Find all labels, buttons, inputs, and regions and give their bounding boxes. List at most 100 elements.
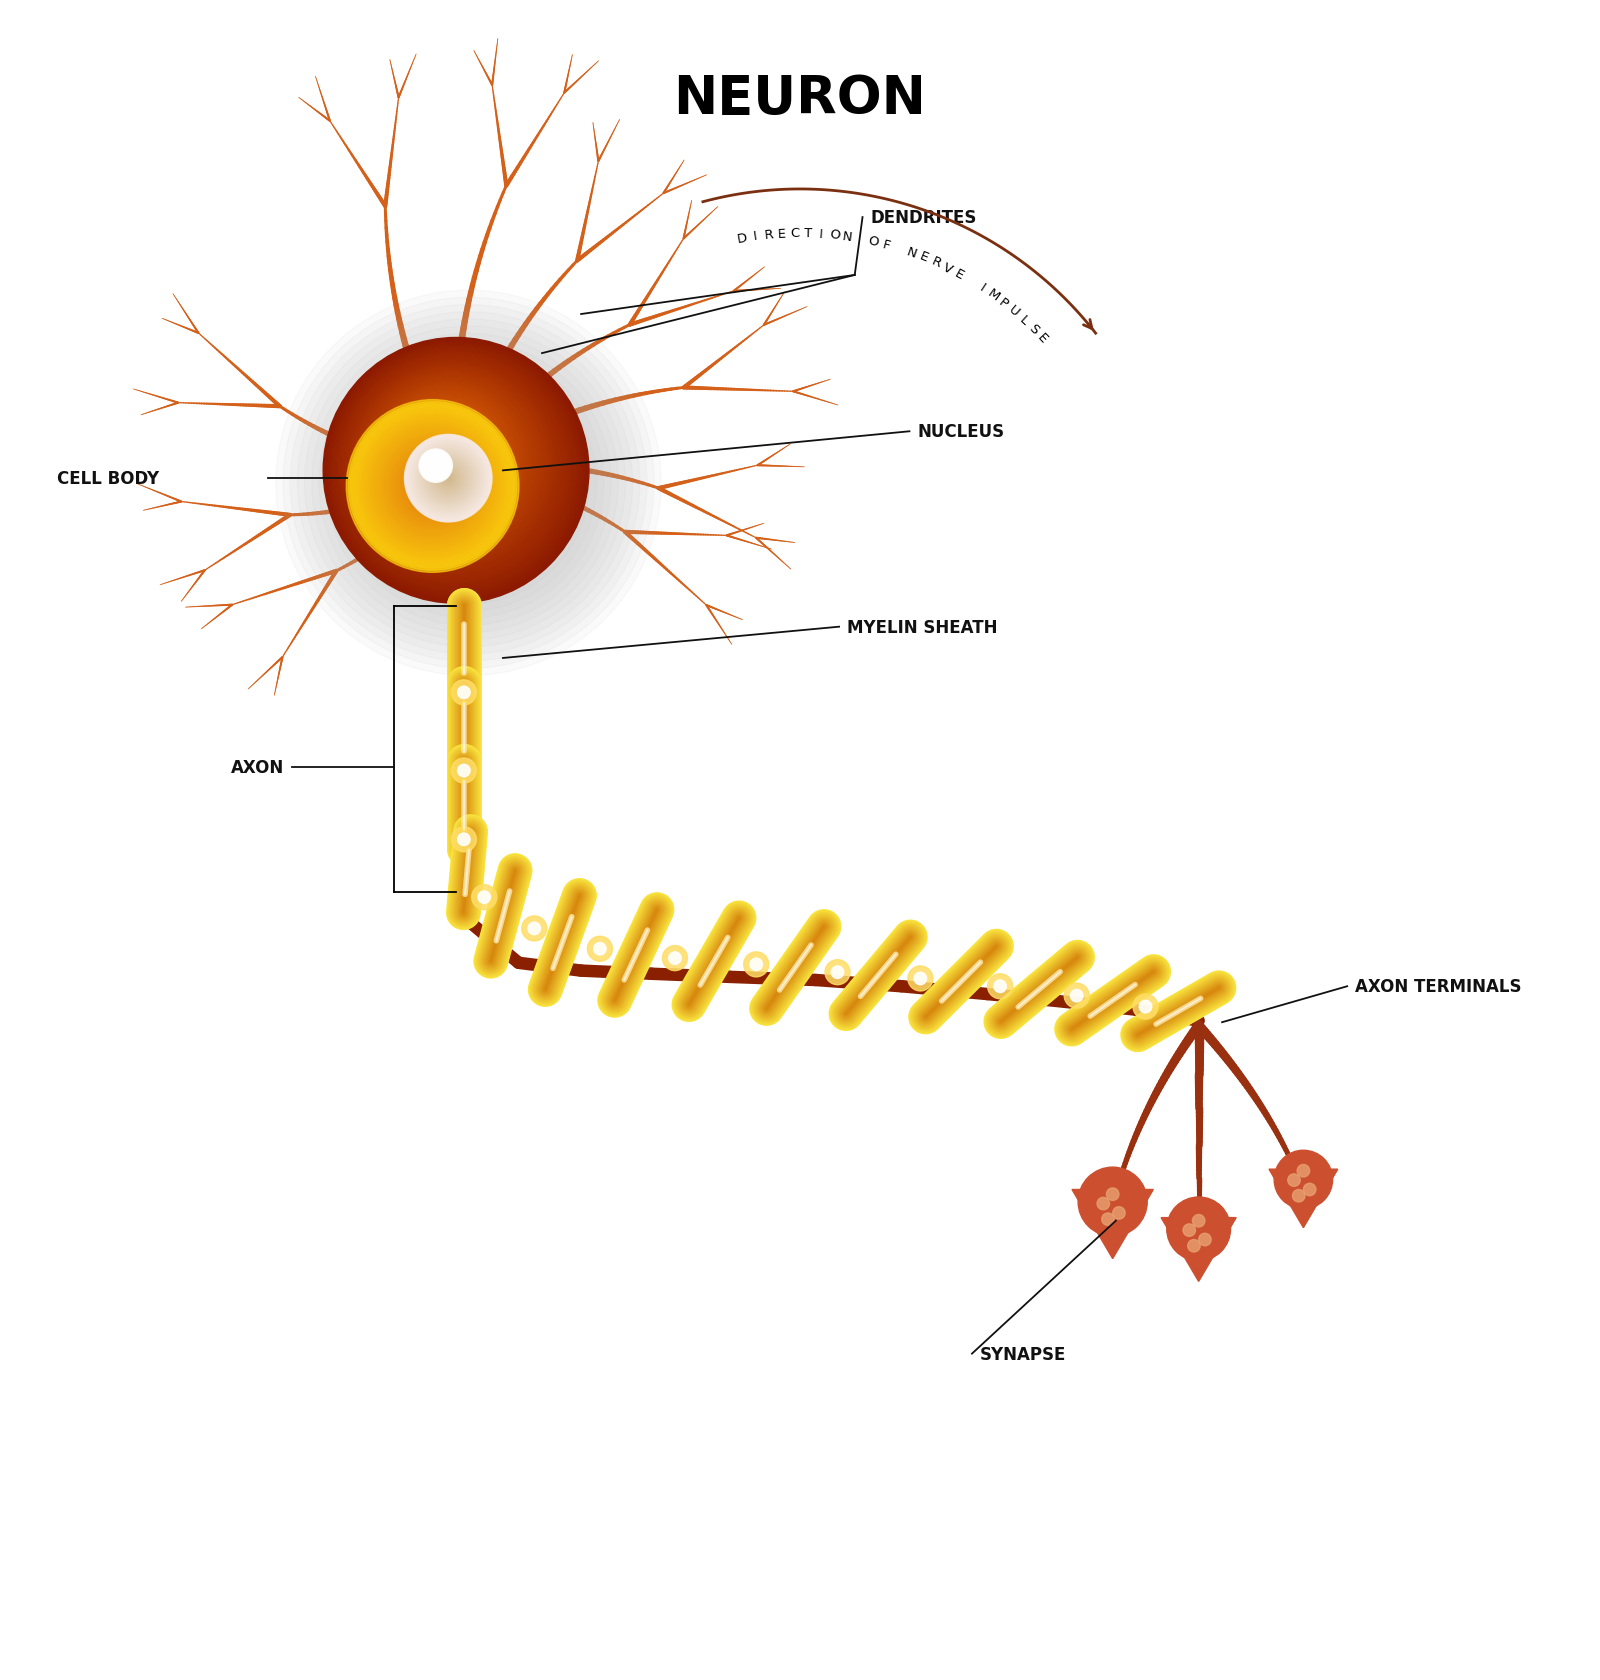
Circle shape [1298, 1164, 1310, 1178]
Circle shape [429, 460, 467, 497]
Circle shape [405, 435, 493, 522]
Circle shape [347, 360, 560, 573]
Text: ID 61746125 © Gunita Reine: ID 61746125 © Gunita Reine [1349, 1635, 1571, 1650]
Circle shape [1078, 1168, 1147, 1236]
Circle shape [414, 445, 482, 512]
Text: SYNAPSE: SYNAPSE [979, 1344, 1066, 1362]
Circle shape [1139, 1001, 1152, 1013]
Circle shape [430, 484, 435, 489]
Circle shape [325, 341, 586, 601]
Circle shape [394, 449, 472, 526]
Circle shape [344, 358, 562, 576]
Circle shape [355, 408, 510, 564]
Circle shape [365, 378, 536, 548]
Circle shape [352, 365, 554, 566]
Text: D: D [736, 232, 749, 245]
Circle shape [418, 447, 480, 511]
Text: U: U [1006, 304, 1022, 319]
Circle shape [435, 467, 461, 491]
Circle shape [400, 410, 491, 501]
Circle shape [333, 348, 578, 591]
Circle shape [336, 351, 573, 586]
Circle shape [1192, 1215, 1205, 1228]
Circle shape [362, 375, 539, 553]
Circle shape [346, 360, 560, 575]
Circle shape [290, 306, 646, 662]
Circle shape [750, 959, 763, 971]
Circle shape [426, 457, 470, 501]
Circle shape [374, 386, 523, 536]
Circle shape [458, 687, 470, 699]
Circle shape [331, 346, 579, 593]
Circle shape [360, 373, 541, 554]
Circle shape [357, 370, 546, 558]
Text: dreamstime.com: dreamstime.com [29, 1635, 158, 1650]
Circle shape [334, 349, 574, 588]
Circle shape [395, 407, 498, 507]
Circle shape [416, 469, 450, 504]
Circle shape [442, 472, 454, 486]
Circle shape [411, 442, 485, 516]
Circle shape [1133, 995, 1158, 1020]
Circle shape [395, 405, 498, 509]
Circle shape [406, 417, 483, 492]
Circle shape [376, 388, 522, 534]
Circle shape [440, 472, 456, 487]
Text: R: R [763, 228, 774, 242]
Text: E: E [778, 227, 786, 240]
Circle shape [346, 400, 518, 573]
Circle shape [384, 395, 512, 522]
Circle shape [914, 973, 926, 984]
Circle shape [350, 405, 515, 570]
Circle shape [427, 435, 456, 465]
Text: E: E [952, 267, 966, 282]
Circle shape [432, 462, 440, 470]
Circle shape [421, 428, 466, 474]
Polygon shape [1162, 1218, 1237, 1282]
Circle shape [400, 410, 493, 502]
Circle shape [440, 447, 442, 449]
Circle shape [358, 371, 544, 558]
Circle shape [1187, 1240, 1200, 1252]
Circle shape [386, 438, 480, 534]
Circle shape [426, 480, 438, 494]
Circle shape [1102, 1213, 1114, 1226]
Circle shape [403, 413, 488, 497]
Circle shape [398, 408, 494, 504]
Circle shape [408, 418, 480, 491]
Circle shape [430, 462, 466, 496]
Circle shape [368, 380, 533, 544]
Text: CELL BODY: CELL BODY [58, 470, 160, 487]
Circle shape [360, 373, 542, 556]
Circle shape [349, 403, 517, 571]
Circle shape [424, 432, 461, 469]
Circle shape [1064, 983, 1090, 1008]
Text: E: E [1035, 331, 1050, 346]
Circle shape [326, 341, 584, 600]
Circle shape [1304, 1183, 1315, 1196]
Circle shape [422, 430, 464, 472]
Circle shape [390, 400, 504, 514]
Circle shape [413, 467, 453, 506]
Circle shape [283, 297, 654, 669]
Circle shape [1198, 1233, 1211, 1247]
Circle shape [832, 966, 843, 979]
Circle shape [472, 885, 496, 911]
Circle shape [408, 417, 482, 491]
Circle shape [366, 420, 499, 554]
Circle shape [339, 353, 570, 583]
Circle shape [378, 388, 520, 533]
Circle shape [392, 403, 501, 512]
Circle shape [405, 413, 486, 496]
Circle shape [478, 892, 491, 904]
Circle shape [381, 435, 485, 539]
Circle shape [458, 764, 470, 778]
Circle shape [410, 420, 478, 489]
Circle shape [427, 459, 445, 475]
Circle shape [405, 415, 485, 494]
Circle shape [406, 460, 459, 512]
Circle shape [434, 442, 450, 457]
Text: AXON: AXON [230, 759, 285, 776]
Text: F: F [882, 239, 891, 252]
Circle shape [330, 344, 581, 595]
